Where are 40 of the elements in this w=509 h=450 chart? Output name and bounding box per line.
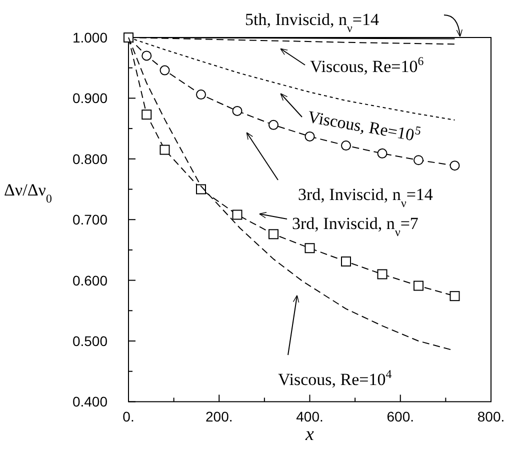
x-tick-label: 400. xyxy=(296,408,324,425)
y-tick-label: 0.700 xyxy=(72,212,108,228)
point xyxy=(268,120,278,130)
annotation: 3rd, Inviscid, n$_{ν}$=7 xyxy=(292,214,419,239)
x-axis-title: x xyxy=(304,424,315,445)
point xyxy=(196,90,206,100)
point xyxy=(160,65,170,76)
point xyxy=(341,140,351,151)
y-tick-label: 1.000 xyxy=(72,30,108,46)
y-tick-label: 0.800 xyxy=(72,150,108,167)
x-tick-label: 600. xyxy=(386,408,414,425)
y-axis-title: Δν/Δν$_{0}$ xyxy=(4,180,52,206)
x-tick-label: 200. xyxy=(206,408,233,425)
point xyxy=(377,148,388,158)
point xyxy=(341,256,351,266)
point xyxy=(142,110,152,120)
y-tick-label: 0.400 xyxy=(72,394,108,410)
point xyxy=(414,280,424,291)
point xyxy=(377,269,388,280)
y-tick-label: 0.900 xyxy=(72,90,108,106)
x-tick-label: 0. xyxy=(122,408,134,425)
y-tick-label: 0.500 xyxy=(72,333,108,349)
y-tick-label: 0.600 xyxy=(72,272,108,288)
annotation: Viscous, Re=10$^{6}$ xyxy=(310,54,424,76)
point xyxy=(232,210,242,220)
point xyxy=(124,32,134,42)
annotation: Viscous, Re=10$^{4}$ xyxy=(278,367,392,389)
x-tick-label: 800. xyxy=(477,408,505,425)
point xyxy=(304,243,315,254)
point xyxy=(268,229,278,240)
point xyxy=(196,184,206,194)
point xyxy=(450,291,460,302)
annotation: Viscous, Re=10$^{5}$ xyxy=(306,107,422,145)
point xyxy=(232,106,242,116)
point xyxy=(450,160,460,171)
text: 5th, Inviscid, n$_{ν}$=14 xyxy=(245,10,380,35)
point xyxy=(142,50,152,61)
annotation: 3rd, Inviscid, n$_{ν}$=14 xyxy=(298,185,434,210)
point xyxy=(414,155,424,166)
point xyxy=(160,144,170,155)
